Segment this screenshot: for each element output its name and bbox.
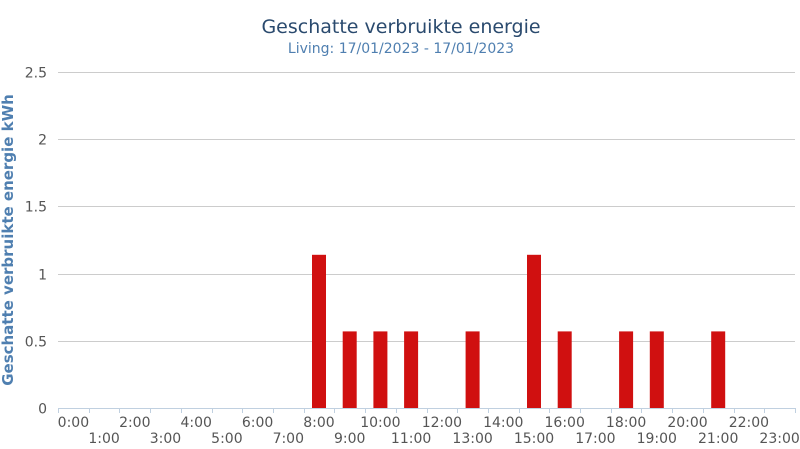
- x-tick-label: 20:00: [667, 415, 707, 431]
- y-axis-ticks: 0 0.5 1 1.5 2 2.5: [25, 66, 47, 418]
- x-tick-label: 21:00: [698, 431, 738, 447]
- x-tick-label: 8:00: [303, 415, 334, 431]
- x-tick-label: 11:00: [391, 431, 431, 447]
- gridlines: [58, 72, 795, 342]
- x-tick-label: 7:00: [273, 431, 304, 447]
- bar-18:00: [619, 331, 634, 408]
- y-axis-label: Geschatte verbruikte energie kWh: [0, 94, 17, 386]
- x-tick-label: 5:00: [211, 431, 242, 447]
- x-tick-label: 19:00: [637, 431, 677, 447]
- x-tick-label: 17:00: [575, 431, 615, 447]
- bar-10:00: [373, 331, 388, 408]
- x-tick-label: 2:00: [119, 415, 150, 431]
- chart-subtitle: Living: 17/01/2023 - 17/01/2023: [288, 41, 514, 57]
- x-tick-label: 1:00: [88, 431, 119, 447]
- bar-21:00: [711, 331, 726, 408]
- y-tick-label: 2.5: [25, 66, 47, 82]
- x-tick-label: 4:00: [180, 415, 211, 431]
- x-tick-label: 10:00: [360, 415, 400, 431]
- x-tick-label: 0:00: [58, 415, 89, 431]
- bar-11:00: [404, 331, 419, 408]
- x-tick-label: 9:00: [334, 431, 365, 447]
- x-tick-label: 18:00: [606, 415, 646, 431]
- y-tick-label: 1: [38, 268, 47, 284]
- x-tick-label: 15:00: [514, 431, 554, 447]
- bar-8:00: [312, 254, 326, 408]
- bars: [312, 254, 726, 408]
- y-tick-label: 2: [38, 133, 47, 149]
- bar-19:00: [649, 331, 664, 408]
- x-tick-label: 14:00: [483, 415, 523, 431]
- y-tick-label: 0: [38, 402, 47, 418]
- x-tick-label: 22:00: [729, 415, 769, 431]
- x-tick-label: 12:00: [422, 415, 462, 431]
- x-tick-label: 3:00: [150, 431, 181, 447]
- y-tick-label: 1.5: [25, 200, 47, 216]
- x-tick-label: 16:00: [545, 415, 585, 431]
- x-tick-label: 13:00: [452, 431, 492, 447]
- chart-title: Geschatte verbruikte energie: [261, 16, 540, 38]
- bar-15:00: [527, 254, 541, 408]
- bar-13:00: [465, 331, 480, 408]
- bar-9:00: [342, 331, 357, 408]
- x-tick-label: 6:00: [242, 415, 273, 431]
- y-tick-label: 0.5: [25, 335, 47, 351]
- x-tick-label: 23:00: [759, 431, 799, 447]
- x-axis-ticks: 0:001:002:003:004:005:006:007:008:009:00…: [58, 408, 800, 447]
- bar-16:00: [557, 331, 572, 408]
